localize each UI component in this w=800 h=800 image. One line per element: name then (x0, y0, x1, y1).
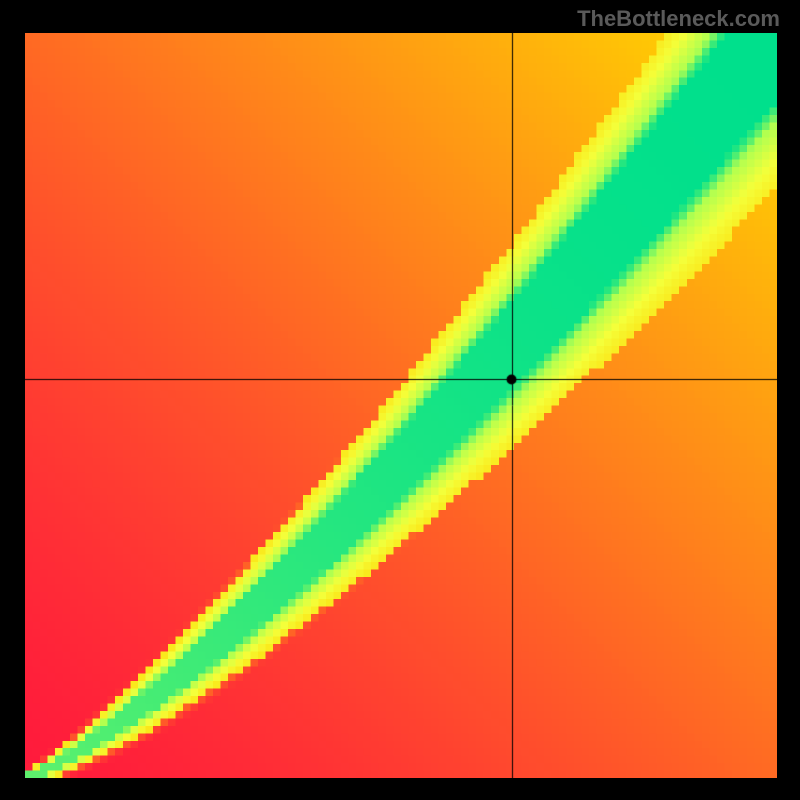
bottleneck-heatmap (25, 33, 777, 778)
source-watermark: TheBottleneck.com (577, 6, 780, 32)
chart-container: TheBottleneck.com (0, 0, 800, 800)
